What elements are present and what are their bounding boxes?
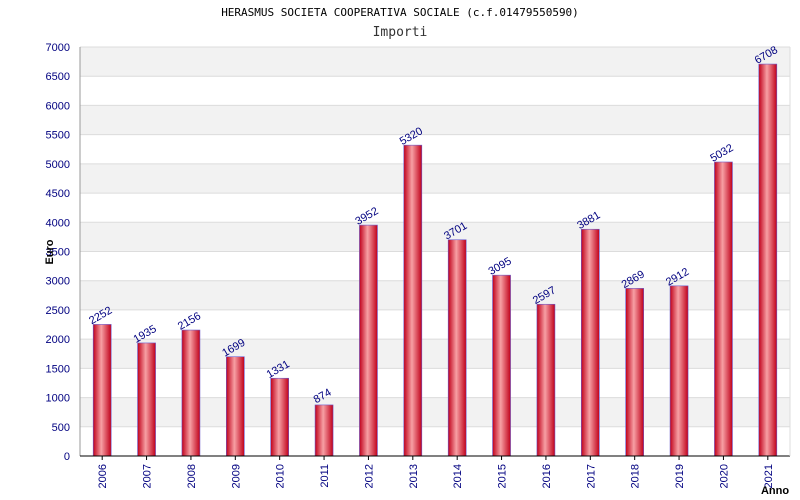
bar bbox=[536, 303, 556, 457]
bar bbox=[314, 404, 334, 457]
y-tick-label: 1500 bbox=[46, 363, 70, 375]
bar bbox=[226, 356, 245, 457]
x-tick-label: 2021 bbox=[763, 464, 775, 488]
y-tick-label: 5000 bbox=[46, 159, 70, 171]
grid-band bbox=[80, 163, 790, 194]
y-tick-label: 5500 bbox=[46, 130, 70, 142]
y-tick-label: 4500 bbox=[46, 188, 70, 200]
chart-title: HERASMUS SOCIETA COOPERATIVA SOCIALE (c.… bbox=[221, 6, 579, 19]
x-tick-label: 2019 bbox=[674, 464, 686, 488]
bar bbox=[181, 329, 201, 457]
bar-value-label: 3095 bbox=[486, 255, 513, 278]
x-tick-label: 2016 bbox=[541, 464, 553, 488]
y-tick-label: 3500 bbox=[46, 247, 70, 259]
y-tick-label: 2500 bbox=[46, 305, 70, 317]
x-tick-label: 2018 bbox=[630, 464, 642, 488]
bar bbox=[714, 161, 733, 457]
bar bbox=[625, 288, 644, 457]
bar bbox=[359, 224, 378, 457]
bar bbox=[492, 274, 511, 457]
y-tick-label: 1000 bbox=[46, 393, 70, 405]
bar bbox=[270, 377, 289, 457]
bar-value-label: 5032 bbox=[708, 142, 735, 165]
y-tick-label: 3000 bbox=[46, 276, 70, 288]
bar bbox=[137, 342, 156, 457]
x-tick-label: 2008 bbox=[186, 464, 198, 488]
bar-value-label: 2156 bbox=[176, 310, 203, 333]
y-tick-label: 4000 bbox=[46, 217, 70, 229]
y-tick-label: 7000 bbox=[46, 42, 70, 54]
chart-subtitle: Importi bbox=[372, 25, 428, 40]
bar bbox=[669, 285, 689, 457]
y-tick-label: 0 bbox=[64, 451, 70, 463]
grid-band bbox=[80, 222, 790, 252]
y-axis-label: Euro bbox=[44, 239, 56, 264]
bar bbox=[403, 144, 423, 457]
grid-band bbox=[80, 47, 790, 77]
x-axis-label: Anno bbox=[761, 485, 789, 497]
y-tick-label: 2000 bbox=[46, 334, 70, 346]
bar bbox=[447, 239, 467, 457]
grid-band bbox=[80, 105, 790, 135]
x-tick-label: 2017 bbox=[585, 464, 597, 488]
x-tick-label: 2015 bbox=[497, 464, 509, 488]
x-tick-label: 2009 bbox=[230, 464, 242, 488]
x-tick-label: 2013 bbox=[408, 464, 420, 488]
x-tick-label: 2006 bbox=[97, 464, 109, 488]
x-tick-label: 2007 bbox=[142, 464, 154, 488]
bar bbox=[92, 324, 112, 457]
x-tick-label: 2010 bbox=[275, 464, 287, 488]
y-tick-label: 500 bbox=[52, 422, 70, 434]
y-tick-label: 6500 bbox=[46, 71, 70, 83]
x-tick-label: 2011 bbox=[319, 464, 331, 488]
x-tick-label: 2014 bbox=[452, 464, 464, 488]
x-tick-label: 2020 bbox=[718, 464, 730, 488]
x-tick-label: 2012 bbox=[363, 464, 375, 488]
y-tick-label: 6000 bbox=[46, 100, 70, 112]
bar bbox=[581, 228, 600, 457]
bar bbox=[758, 63, 778, 457]
